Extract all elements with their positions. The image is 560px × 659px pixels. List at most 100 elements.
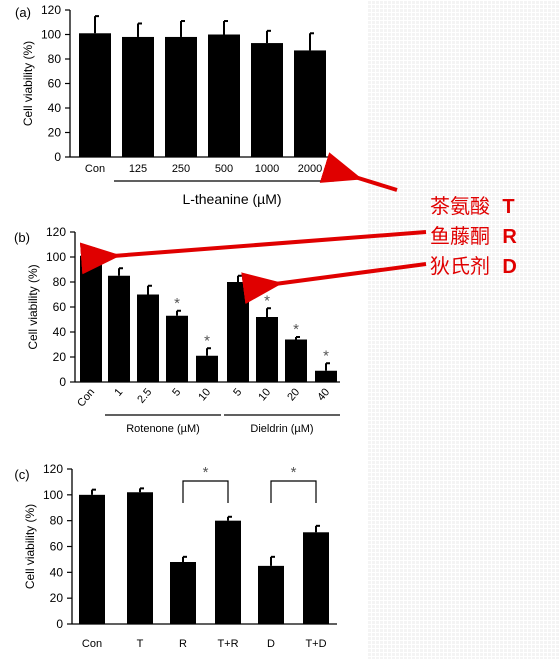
- svg-text:鱼藤酮 R: 鱼藤酮 R: [430, 224, 517, 248]
- x-tick-label: 1: [112, 386, 125, 398]
- x-tick-label: R: [179, 638, 187, 650]
- y-tick-label: 100: [43, 488, 63, 502]
- x-tick-label: Con: [82, 638, 102, 650]
- x-tick-label: 1000: [255, 163, 279, 175]
- y-axis-title: Cell viability (%): [21, 41, 35, 126]
- x-tick-label: 125: [129, 163, 147, 175]
- x-tick-label: 2.5: [135, 386, 154, 405]
- x-tick-label: T: [137, 638, 144, 650]
- x-axis-title: L-theanine (µM): [182, 191, 281, 207]
- bar: [294, 50, 326, 157]
- x-tick-label: Con: [75, 386, 97, 409]
- significance-star: *: [204, 332, 210, 349]
- bar: [137, 294, 159, 382]
- x-tick-label: 5: [170, 386, 183, 398]
- y-tick-label: 20: [48, 126, 62, 140]
- bar: [208, 34, 240, 157]
- y-tick-label: 40: [53, 325, 67, 339]
- y-tick-label: 100: [46, 250, 66, 264]
- annotation-code-d: D: [502, 256, 516, 278]
- bar: [165, 36, 197, 158]
- svg-text:狄氏剂 D: 狄氏剂 D: [430, 254, 517, 278]
- y-tick-label: 0: [59, 375, 66, 389]
- annotation-name-d: 狄氏剂: [430, 254, 490, 278]
- y-tick-label: 120: [43, 462, 63, 476]
- comparison-bracket: [182, 480, 229, 503]
- annotation-arrows: [79, 152, 427, 305]
- y-tick-label: 0: [56, 617, 63, 631]
- bar: [166, 315, 188, 382]
- bar: [285, 339, 307, 382]
- significance-star: *: [323, 347, 329, 364]
- y-tick-label: 60: [53, 300, 67, 314]
- significance-star: *: [174, 295, 180, 312]
- x-tick-label: 40: [315, 386, 332, 403]
- y-tick-label: 100: [41, 28, 61, 42]
- x-tick-label: T+D: [305, 638, 326, 650]
- y-tick-label: 0: [54, 150, 61, 164]
- bar: [196, 355, 218, 382]
- x-tick-label: 10: [256, 386, 273, 403]
- annotation-name-r: 鱼藤酮: [430, 224, 490, 248]
- significance-star: *: [293, 321, 299, 338]
- x-tick-label: D: [267, 638, 275, 650]
- y-tick-label: 60: [48, 77, 62, 91]
- x-tick-label: 5: [231, 386, 244, 398]
- x-tick-label: 10: [196, 386, 213, 403]
- chart-panel-a: (a) 0 20 40 60 80 100 120 Cell viability (%) Con 1…: [15, 3, 334, 207]
- annotation-code-t: T: [502, 196, 514, 218]
- y-tick-label: 80: [50, 514, 64, 528]
- arrow-to-panel-a: [319, 152, 398, 192]
- x-tick-label: 2000: [298, 163, 322, 175]
- group-label: Rotenone (µM): [126, 423, 200, 435]
- bar: [127, 492, 153, 624]
- bar: [215, 520, 241, 624]
- y-tick-label: 40: [50, 565, 64, 579]
- panel-label: (c): [14, 467, 29, 482]
- striped-background-panel: [367, 0, 560, 659]
- bar: [79, 33, 111, 157]
- comparison-bracket: [270, 480, 317, 503]
- annotation-code-r: R: [502, 226, 517, 248]
- bar: [303, 532, 329, 624]
- x-tick-label: 500: [215, 163, 233, 175]
- arrow-to-control-bar: [79, 230, 427, 275]
- y-tick-label: 20: [53, 350, 67, 364]
- panel-label: (b): [14, 230, 30, 245]
- bar: [170, 562, 196, 624]
- y-tick-label: 120: [46, 225, 66, 239]
- x-tick-label: Con: [85, 163, 105, 175]
- bar: [122, 36, 154, 158]
- y-axis-title: Cell viability (%): [23, 504, 37, 589]
- bar: [227, 282, 249, 382]
- bar: [108, 275, 130, 382]
- y-tick-label: 60: [50, 540, 64, 554]
- bar: [256, 317, 278, 382]
- y-tick-label: 40: [48, 101, 62, 115]
- bar: [251, 43, 283, 158]
- chart-panel-c: (c) 0 20 40 60 80 100 120 Cell viability (%) Con T…: [14, 462, 337, 650]
- bar: [315, 370, 337, 382]
- panel-label: (a): [15, 5, 31, 20]
- arrow-to-dieldrin-bar: [241, 262, 427, 305]
- y-tick-label: 20: [50, 591, 64, 605]
- comparison-star: *: [291, 464, 297, 481]
- x-tick-label: T+R: [217, 638, 238, 650]
- y-tick-label: 120: [41, 3, 61, 17]
- y-tick-label: 80: [48, 52, 62, 66]
- bar: [79, 494, 105, 624]
- y-axis-title: Cell viability (%): [26, 264, 40, 349]
- group-label: Dieldrin (µM): [250, 423, 313, 435]
- x-tick-label: 20: [285, 386, 302, 403]
- comparison-star: *: [203, 464, 209, 481]
- y-tick-label: 80: [53, 275, 67, 289]
- significance-star: *: [264, 292, 270, 309]
- svg-text:茶氨酸 T: 茶氨酸 T: [430, 194, 515, 218]
- annotation-name-t: 茶氨酸: [430, 194, 490, 218]
- annotation-legend: 茶氨酸 T 鱼藤酮 R 狄氏剂 D: [430, 194, 517, 278]
- bar: [80, 255, 102, 382]
- x-tick-label: 250: [172, 163, 190, 175]
- bar: [258, 565, 284, 624]
